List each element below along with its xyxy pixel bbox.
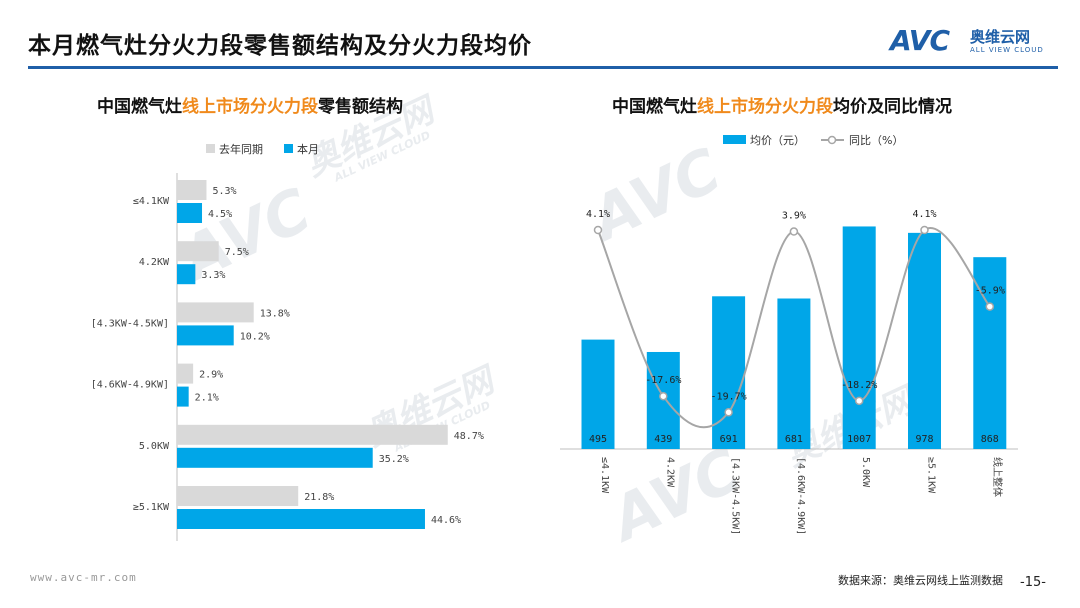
category-label: 4.2KW: [664, 457, 675, 488]
yoy-value-label: -17.6%: [645, 375, 681, 386]
yoy-value-label: 4.1%: [912, 209, 936, 220]
legend-label-last-year: 去年同期: [219, 142, 263, 156]
yoy-value-label: 3.9%: [782, 211, 806, 222]
category-label: 5.0KW: [139, 441, 170, 452]
price-combo-chart: 均价（元） 同比（%） 495 ≤4.1KW 439 4.2KW 691 [4.3KW-4…: [560, 134, 1018, 535]
category-label: [4.3KW-4.5KW]: [730, 457, 741, 535]
category-label: 5.0KW: [860, 457, 871, 488]
left-chart-title: 中国燃气灶线上市场分火力段零售额结构: [97, 92, 403, 117]
category-label: [4.3KW-4.5KW]: [91, 318, 169, 329]
category-label: [4.6KW-4.9KW]: [91, 380, 169, 391]
right-title-pre: 中国燃气灶: [612, 97, 697, 117]
bar-value-label: 495: [589, 434, 607, 445]
left-title-post: 零售额结构: [318, 97, 403, 117]
header-divider: [28, 66, 1058, 69]
bar-current: [177, 203, 203, 223]
right-chart-title: 中国燃气灶线上市场分火力段均价及同比情况: [612, 92, 952, 117]
page-number: -15-: [1020, 575, 1046, 590]
bar-price: [777, 298, 811, 449]
data-label: 5.3%: [212, 186, 236, 197]
yoy-value-label: -18.2%: [841, 380, 877, 391]
data-source-note: 数据来源：奥维云网线上监测数据: [838, 574, 1003, 587]
left-legend: 去年同期 本月: [206, 142, 319, 156]
category-label: ≤4.1KW: [133, 196, 170, 207]
data-label: 4.5%: [208, 209, 232, 220]
bar-price: [581, 339, 615, 449]
legend-swatch-current: [284, 144, 293, 153]
bar-value-label: 1007: [847, 434, 871, 445]
yoy-value-label: -19.7%: [711, 391, 747, 402]
brand-logo: AVC 奥维云网 ALL VIEW CLOUD: [890, 24, 1060, 64]
share-bar-chart: 去年同期 本月 ≤4.1KW 5.3% 4.5% 4.2KW 7.5% 3.3% [4.3K…: [91, 142, 484, 541]
category-label: ≥5.1KW: [926, 457, 937, 494]
bar-current: [177, 325, 234, 346]
bar-last-year: [177, 486, 299, 506]
yoy-point: [593, 225, 603, 235]
data-label: 35.2%: [379, 454, 409, 465]
bar-value-label: 439: [654, 434, 672, 445]
yoy-value-label: 4.1%: [586, 209, 610, 220]
footer-url[interactable]: www.avc-mr.com: [30, 571, 137, 584]
category-label: 4.2KW: [139, 257, 170, 268]
legend-marker-yoy: [827, 135, 837, 145]
data-label: 2.9%: [199, 370, 223, 381]
bar-last-year: [177, 424, 448, 445]
bar-price: [712, 296, 746, 449]
bar-last-year: [177, 302, 254, 323]
yoy-point: [724, 408, 733, 417]
category-label: ≥5.1KW: [133, 502, 170, 513]
legend-label-price: 均价（元）: [750, 134, 805, 147]
legend-label-current: 本月: [297, 142, 319, 156]
bar-current: [177, 386, 189, 407]
bar-current: [177, 509, 425, 529]
data-label: 7.5%: [225, 247, 249, 258]
left-title-pre: 中国燃气灶: [97, 97, 182, 117]
legend-swatch-last-year: [206, 144, 215, 153]
yoy-point: [985, 302, 995, 311]
logo-cn-text: 奥维云网: [970, 28, 1031, 46]
category-label: ≤4.1KW: [599, 457, 610, 494]
bar-price: [842, 226, 876, 449]
bar-value-label: 978: [915, 434, 933, 445]
category-label: [4.6KW-4.9KW]: [795, 457, 806, 535]
bar-price: [646, 351, 680, 449]
data-label: 48.7%: [454, 431, 484, 442]
right-legend: 均价（元） 同比（%）: [723, 134, 903, 147]
bar-current: [177, 447, 373, 468]
data-label: 10.2%: [240, 331, 270, 342]
right-title-highlight: 线上市场分火力段: [697, 97, 833, 117]
data-label: 2.1%: [195, 393, 219, 404]
logo-en-text: ALL VIEW CLOUD: [970, 46, 1044, 54]
bar-value-label: 681: [785, 434, 803, 445]
data-label: 13.8%: [260, 308, 290, 319]
logo-mark: AVC: [890, 24, 950, 57]
right-title-post: 均价及同比情况: [833, 97, 952, 117]
yoy-point: [659, 391, 668, 401]
legend-label-yoy: 同比（%）: [849, 134, 903, 147]
left-title-highlight: 线上市场分火力段: [182, 97, 318, 117]
legend-swatch-price: [723, 135, 746, 144]
bar-last-year: [177, 180, 207, 200]
category-label: 线上整体: [991, 457, 1004, 497]
bar-value-label: 868: [981, 434, 999, 445]
data-label: 21.8%: [304, 492, 334, 503]
data-label: 44.6%: [431, 515, 461, 526]
bar-last-year: [177, 363, 194, 384]
data-label: 3.3%: [201, 270, 225, 281]
bar-last-year: [177, 241, 219, 262]
yoy-value-label: -5.9%: [975, 286, 1005, 297]
yoy-point: [854, 396, 864, 406]
page-title: 本月燃气灶分火力段零售额结构及分火力段均价: [28, 33, 532, 59]
bar-current: [177, 264, 196, 285]
yoy-point: [920, 225, 929, 235]
yoy-point: [789, 227, 799, 236]
bar-value-label: 691: [720, 434, 738, 445]
bar-price: [908, 232, 941, 449]
